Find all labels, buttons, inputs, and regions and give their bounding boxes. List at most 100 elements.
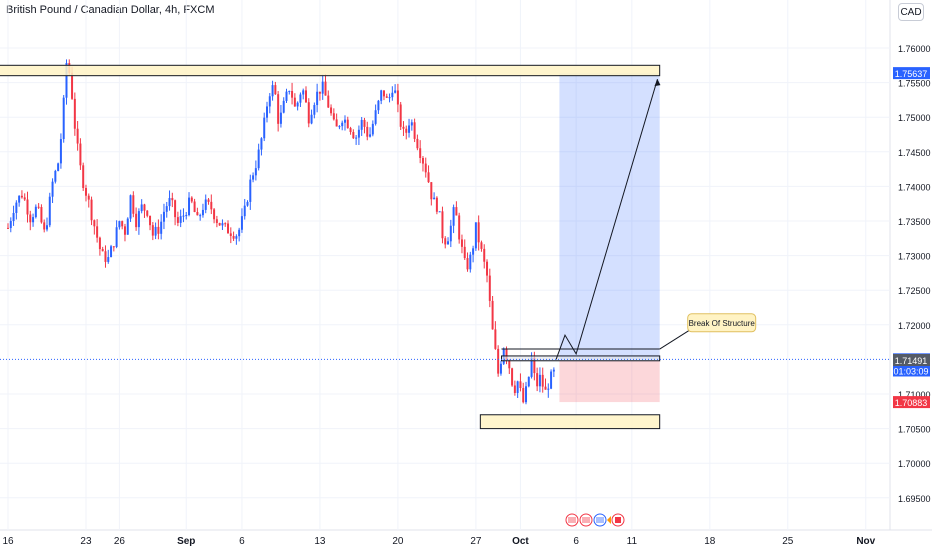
price-badge-bg (893, 67, 930, 80)
candle-body (279, 112, 282, 124)
event-icon[interactable] (593, 513, 607, 527)
play-icon[interactable] (607, 516, 611, 524)
candle-body (341, 122, 344, 127)
candle-body (304, 90, 307, 103)
candle-body (349, 128, 352, 133)
candle-body (23, 197, 26, 200)
candle-body (538, 374, 541, 387)
candle-body (299, 94, 302, 103)
price-axis[interactable]: 1.76000 1.75500 1.75000 1.74500 1.74000 1.735… (893, 44, 931, 504)
event-icon[interactable] (579, 513, 593, 527)
candle-body (26, 199, 29, 215)
time-axis[interactable]: 16 23 26 Sep 6 13 20 27 Oct 6 11 18 25 Nov (2, 536, 875, 547)
candle-body (346, 119, 349, 129)
candle-body (59, 139, 62, 164)
candle-body (530, 357, 533, 377)
candle-body (497, 348, 500, 374)
candle-body (213, 209, 216, 220)
candle-body (371, 123, 374, 135)
candle-body (460, 239, 463, 247)
economic-events[interactable] (565, 513, 625, 527)
candle-body (218, 222, 221, 226)
candle-body (327, 95, 330, 108)
candle-body (185, 215, 188, 217)
break-box (501, 355, 661, 362)
time-tick-label: 20 (392, 536, 404, 547)
candle-body (455, 207, 458, 216)
candle-body (335, 119, 338, 127)
candle-body (240, 216, 243, 230)
candle-body (149, 215, 152, 226)
candle-body (110, 246, 113, 258)
candle-body (435, 197, 438, 212)
candle-body (32, 217, 35, 223)
candle-body (73, 98, 76, 129)
candle-body (210, 201, 213, 210)
price-badge[interactable]: 1.71491 (893, 354, 930, 367)
candle-body (288, 90, 291, 92)
candle-body (190, 197, 193, 202)
candle-body (416, 138, 419, 149)
candle-body (505, 348, 508, 361)
candle-body (146, 210, 149, 216)
candle-body (474, 222, 477, 249)
time-tick-label: 27 (470, 536, 482, 547)
candle-body (330, 107, 333, 114)
price-tick-label: 1.71000 (898, 390, 931, 400)
price-tick-label: 1.76000 (898, 44, 931, 54)
candle-body (427, 172, 430, 183)
candle-body (215, 219, 218, 223)
candle-body (525, 386, 528, 403)
candle-body (257, 149, 260, 169)
candle-body (204, 199, 207, 210)
candle-body (266, 106, 269, 118)
candle-body (34, 206, 37, 218)
candle-body (366, 126, 369, 137)
candle-body (421, 157, 424, 164)
candle-body (232, 236, 235, 239)
candle-body (115, 227, 118, 247)
candle-body (188, 197, 191, 216)
price-badge[interactable]: 1.75637 (893, 67, 930, 80)
candle-body (433, 197, 436, 200)
candle-body (544, 386, 547, 390)
candle-body (51, 181, 54, 197)
price-tick-label: 1.74000 (898, 182, 931, 192)
candle-body (238, 229, 241, 237)
candle-body (413, 122, 416, 139)
candle-body (363, 119, 366, 127)
candle-body (527, 376, 530, 387)
candle-body (182, 215, 185, 217)
price-tick-label: 1.70000 (898, 459, 931, 469)
candle-body (441, 211, 444, 239)
price-badge[interactable]: 1.70883 (893, 396, 930, 409)
candle-body (121, 221, 124, 227)
candle-body (332, 113, 335, 120)
candle-body (93, 220, 96, 227)
event-icon[interactable] (565, 513, 579, 527)
candle-body (285, 91, 288, 101)
time-tick-label: Oct (512, 536, 529, 547)
candle-body (20, 195, 23, 198)
candle-body (57, 163, 60, 171)
event-icon[interactable] (611, 513, 625, 527)
time-tick-label: 23 (80, 536, 92, 547)
candle-body (410, 122, 413, 126)
candle-body (536, 373, 539, 387)
candle-body (466, 258, 469, 270)
candle-body (313, 105, 316, 115)
support-zone (479, 414, 661, 430)
flag-icon-inner (582, 517, 590, 523)
candle-body (135, 213, 138, 228)
candle-body (360, 119, 363, 130)
flag-icon (579, 513, 593, 527)
currency-button[interactable]: CAD (898, 3, 924, 21)
price-badge[interactable]: 01:03:09 (893, 364, 930, 377)
time-tick-label: 25 (782, 536, 794, 547)
candle-body (385, 96, 388, 98)
price-tick-label: 1.72000 (898, 321, 931, 331)
candle-body (123, 226, 126, 235)
profit-target-zone (559, 73, 660, 360)
candle-body (449, 225, 452, 242)
